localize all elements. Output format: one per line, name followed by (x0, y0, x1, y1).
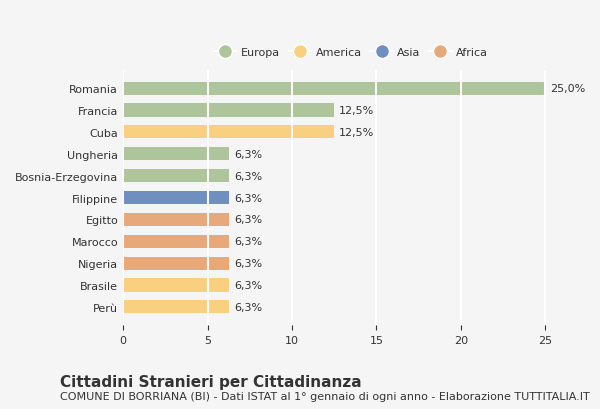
Bar (123, 279, 229, 292)
Bar (123, 104, 334, 117)
Legend: Europa, America, Asia, Africa: Europa, America, Asia, Africa (209, 43, 493, 62)
Text: Cittadini Stranieri per Cittadinanza: Cittadini Stranieri per Cittadinanza (60, 374, 362, 389)
Bar (123, 82, 545, 95)
Text: 6,3%: 6,3% (235, 215, 263, 225)
Bar (123, 213, 229, 227)
Text: COMUNE DI BORRIANA (BI) - Dati ISTAT al 1° gennaio di ogni anno - Elaborazione T: COMUNE DI BORRIANA (BI) - Dati ISTAT al … (60, 391, 590, 400)
Text: 25,0%: 25,0% (550, 84, 586, 94)
Text: 6,3%: 6,3% (235, 171, 263, 181)
Text: 6,3%: 6,3% (235, 302, 263, 312)
Bar (123, 235, 229, 248)
Text: 6,3%: 6,3% (235, 237, 263, 247)
Bar (123, 148, 229, 161)
Text: 12,5%: 12,5% (339, 128, 374, 137)
Text: 6,3%: 6,3% (235, 258, 263, 268)
Bar (123, 257, 229, 270)
Bar (123, 170, 229, 183)
Text: 6,3%: 6,3% (235, 149, 263, 160)
Bar (123, 301, 229, 314)
Text: 6,3%: 6,3% (235, 193, 263, 203)
Text: 12,5%: 12,5% (339, 106, 374, 116)
Text: 6,3%: 6,3% (235, 280, 263, 290)
Bar (123, 126, 334, 139)
Bar (123, 191, 229, 204)
